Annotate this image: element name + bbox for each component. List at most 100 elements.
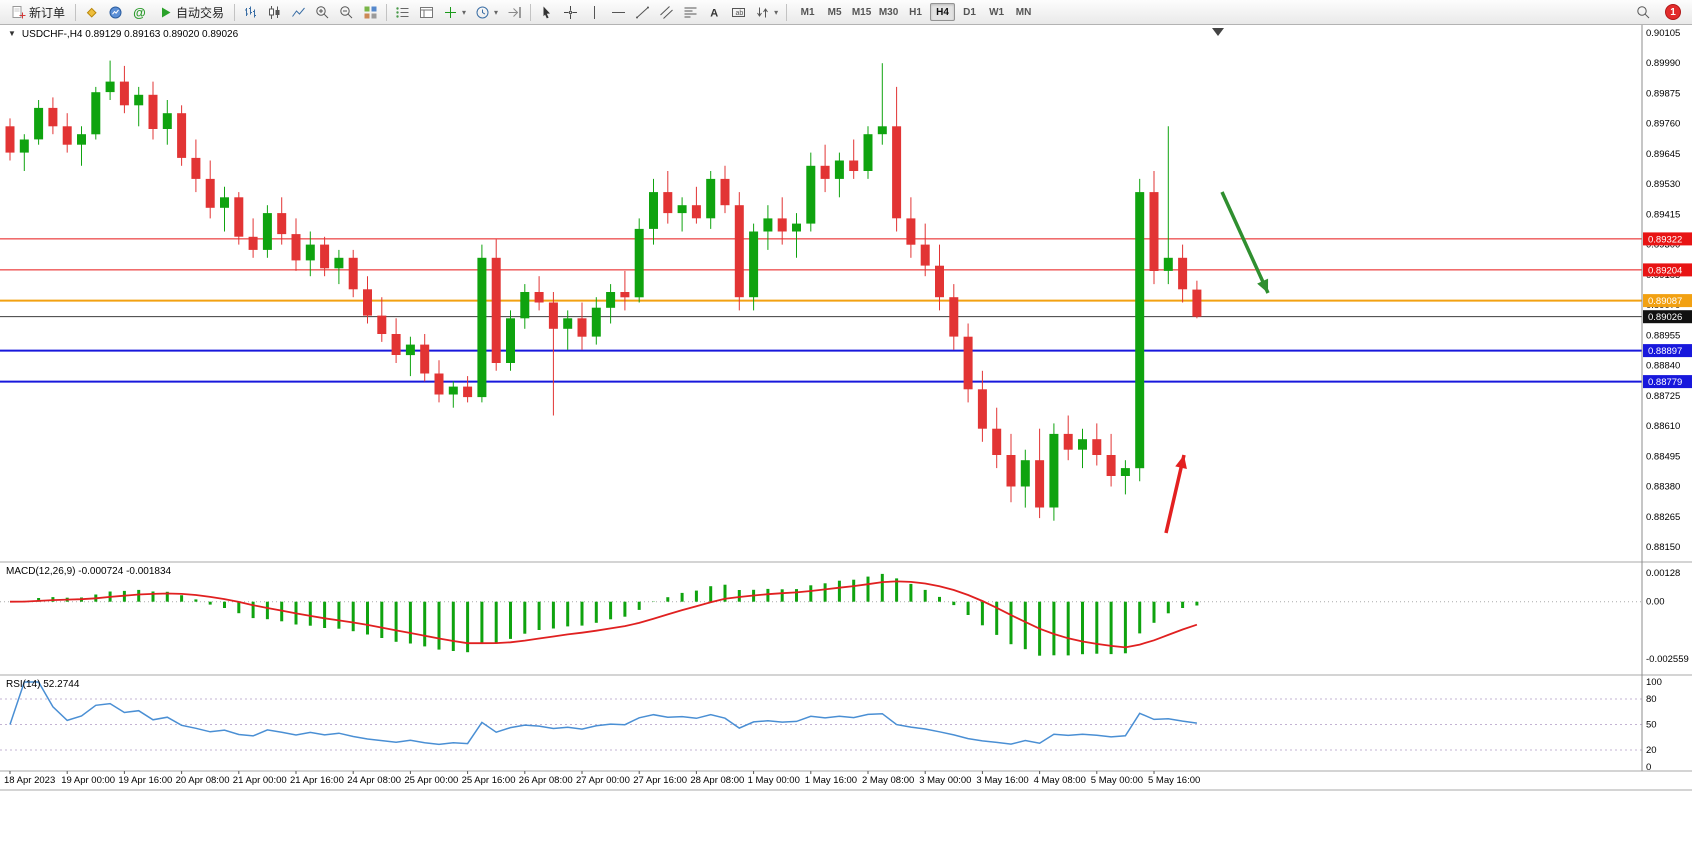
channel-button[interactable] <box>655 2 678 23</box>
search-button[interactable] <box>1632 2 1655 23</box>
auto-trading-icon <box>162 7 171 17</box>
buy-arrow-annotation[interactable] <box>1164 454 1187 534</box>
svg-text:0.89760: 0.89760 <box>1646 119 1680 130</box>
period-button-w1[interactable]: W1 <box>984 3 1009 21</box>
arrows-tool-button[interactable]: ▾ <box>751 2 782 23</box>
auto-trading-button[interactable]: 自动交易 <box>152 2 230 23</box>
chart-window[interactable]: 0.90105 0.89990 0.89875 0.89760 0.89645 0.895… <box>0 25 1692 792</box>
svg-text:0.88380: 0.88380 <box>1646 482 1680 493</box>
period-button-mn[interactable]: MN <box>1011 3 1036 21</box>
toolbar-separator <box>530 3 532 21</box>
zoom-out-button[interactable] <box>335 2 358 23</box>
svg-text:3 May 00:00: 3 May 00:00 <box>919 775 971 786</box>
clock-icon <box>476 6 489 18</box>
bar-chart-icon <box>245 6 257 17</box>
svg-text:0.00128: 0.00128 <box>1646 568 1680 579</box>
toolbar-separator <box>234 3 236 21</box>
candlestick-chart-icon <box>269 5 280 19</box>
chart-shift-icon <box>508 6 521 18</box>
period-button-h1[interactable]: H1 <box>903 3 928 21</box>
new-order-button[interactable]: 新订单 <box>5 2 71 23</box>
zoom-in-button[interactable] <box>311 2 334 23</box>
horizontal-line-icon <box>612 11 626 13</box>
svg-text:0.89026: 0.89026 <box>1648 312 1682 323</box>
new-order-icon <box>12 5 26 18</box>
svg-text:0.88779: 0.88779 <box>1648 377 1682 388</box>
cursor-icon <box>543 6 551 18</box>
svg-text:0.88495: 0.88495 <box>1646 451 1680 462</box>
svg-text:-0.002559: -0.002559 <box>1646 654 1689 665</box>
svg-text:0.00: 0.00 <box>1646 597 1665 608</box>
trendline-button[interactable] <box>631 2 654 23</box>
main-toolbar: 新订单 @ 自动交易 <box>0 0 1692 25</box>
svg-text:19 Apr 16:00: 19 Apr 16:00 <box>118 775 172 786</box>
timeframes-clock-button[interactable]: ▾ <box>471 2 502 23</box>
macd-panel[interactable]: 0.00128 0.00 -0.002559 <box>0 568 1689 665</box>
svg-text:4 May 08:00: 4 May 08:00 <box>1034 775 1086 786</box>
svg-text:5 May 00:00: 5 May 00:00 <box>1091 775 1143 786</box>
candles[interactable] <box>5 60 1202 521</box>
one-click-trading-arrow[interactable]: ▼ <box>8 29 16 38</box>
time-scale[interactable]: 18 Apr 2023 19 Apr 00:00 19 Apr 16:00 20 Ap… <box>4 771 1200 786</box>
period-button-d1[interactable]: D1 <box>957 3 982 21</box>
svg-text:100: 100 <box>1646 677 1662 688</box>
line-chart-button[interactable] <box>287 2 310 23</box>
toolbar-right-group: 1 <box>1632 2 1687 23</box>
level-lines[interactable] <box>0 238 1642 383</box>
period-button-h4[interactable]: H4 <box>930 3 956 21</box>
zoom-out-icon <box>340 5 353 18</box>
tile-windows-icon <box>364 6 377 18</box>
fibonacci-button[interactable] <box>679 2 702 23</box>
rsi-panel[interactable]: 100 80 50 20 0 <box>0 677 1662 773</box>
notification-badge[interactable]: 1 <box>1665 4 1681 20</box>
period-button-m30[interactable]: M30 <box>876 3 901 21</box>
svg-text:19 Apr 00:00: 19 Apr 00:00 <box>61 775 115 786</box>
horizontal-line-button[interactable] <box>607 2 630 23</box>
market-watch-icon <box>109 6 122 18</box>
mql5-community-button[interactable]: @ <box>128 2 151 23</box>
svg-text:50: 50 <box>1646 720 1657 731</box>
chart-shift-marker[interactable] <box>1212 28 1224 36</box>
indicators-list-button[interactable] <box>391 2 414 23</box>
templates-button[interactable] <box>415 2 438 23</box>
add-indicator-button[interactable]: ▾ <box>439 2 470 23</box>
vertical-line-button[interactable] <box>583 2 606 23</box>
price-scale[interactable]: 0.90105 0.89990 0.89875 0.89760 0.89645 0.895… <box>1646 28 1680 553</box>
auto-trading-label: 自动交易 <box>176 5 225 20</box>
sell-arrow-annotation[interactable] <box>1220 191 1270 294</box>
svg-text:A: A <box>710 7 718 19</box>
text-label-icon: ab <box>732 7 746 17</box>
add-indicator-icon <box>445 6 457 18</box>
toolbar-separator <box>786 3 788 21</box>
chart-shift-button[interactable] <box>503 2 526 23</box>
text-label-button[interactable]: ab <box>727 2 750 23</box>
price-label-box-0.89204 <box>1643 263 1692 277</box>
svg-text:0.88610: 0.88610 <box>1646 421 1680 432</box>
text-button[interactable]: A <box>703 2 726 23</box>
vertical-line-icon <box>594 5 596 19</box>
indicators-list-icon <box>396 6 409 18</box>
panel-frame[interactable] <box>0 25 1692 791</box>
period-button-m1[interactable]: M1 <box>795 3 820 21</box>
price-level-labels[interactable]: 0.89322 0.89204 0.89087 0.89026 0.88897 0.887… <box>1643 232 1692 389</box>
svg-text:20: 20 <box>1646 745 1657 756</box>
svg-text:28 Apr 08:00: 28 Apr 08:00 <box>690 775 744 786</box>
tile-windows-button[interactable] <box>359 2 382 23</box>
svg-text:0.88955: 0.88955 <box>1646 330 1680 341</box>
svg-text:0.89204: 0.89204 <box>1648 265 1682 276</box>
svg-text:0.88150: 0.88150 <box>1646 542 1680 553</box>
period-button-m15[interactable]: M15 <box>849 3 874 21</box>
arrows-icon <box>757 7 768 17</box>
svg-text:0.88265: 0.88265 <box>1646 512 1680 523</box>
period-button-m5[interactable]: M5 <box>822 3 847 21</box>
crosshair-button[interactable] <box>559 2 582 23</box>
cursor-button[interactable] <box>535 2 558 23</box>
bar-chart-button[interactable] <box>239 2 262 23</box>
chart-wizard-button[interactable] <box>80 2 103 23</box>
market-watch-button[interactable] <box>104 2 127 23</box>
candlestick-chart-button[interactable] <box>263 2 286 23</box>
svg-text:27 Apr 16:00: 27 Apr 16:00 <box>633 775 687 786</box>
fibonacci-icon <box>684 7 697 17</box>
chart-canvas[interactable]: 0.90105 0.89990 0.89875 0.89760 0.89645 0.895… <box>0 25 1692 792</box>
svg-text:0.88897: 0.88897 <box>1648 346 1682 357</box>
